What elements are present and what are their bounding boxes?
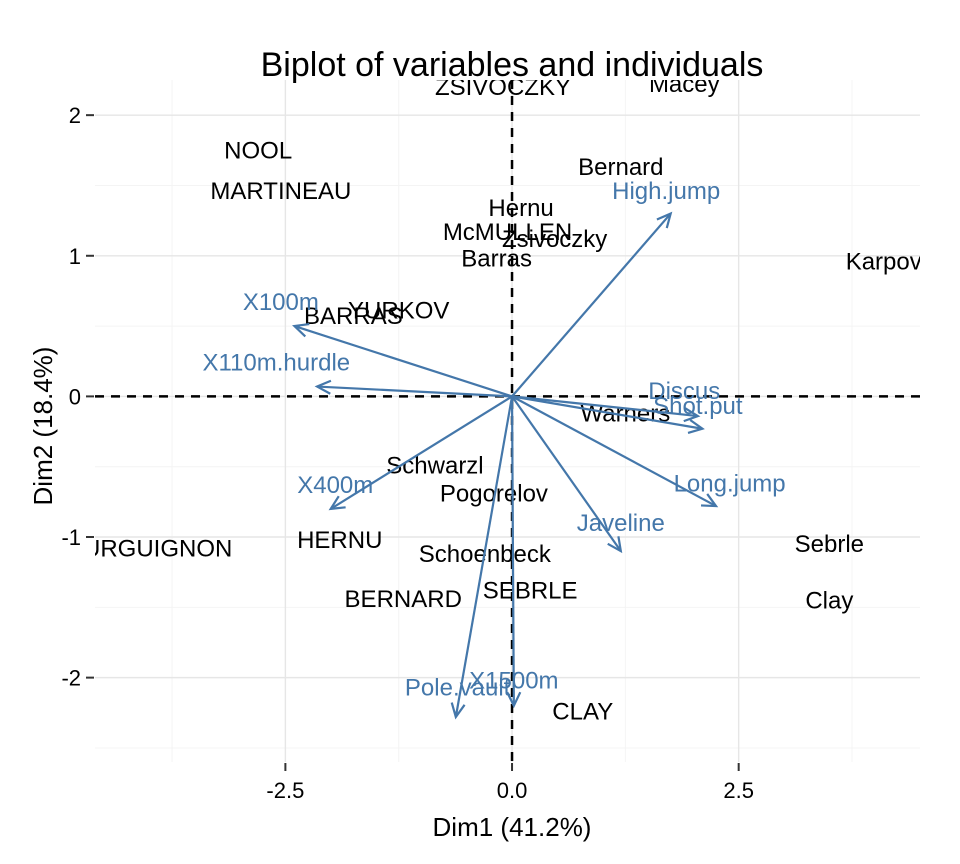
x-tick-label: -2.5 [266,778,304,803]
variable-arrow-head [506,691,522,709]
variable-label: X100m [243,289,319,316]
y-tick-label: -1 [61,525,81,550]
variable-arrow-shaft [511,395,622,552]
variables-layer: High.jump X100m X110m.hurdle DiscusShot.put… [202,178,786,720]
variable-arrow-shaft [510,396,515,706]
variable-label: Pole.vault [405,674,511,701]
individual-label: BOURGUIGNON [48,535,232,562]
y-tick-label: 0 [69,384,81,409]
variable-arrow-shaft [511,212,672,398]
individual-label: BERNARD [345,586,462,613]
individual-label: Clay [805,587,853,614]
variable-arrow-shaft [454,396,514,718]
individual-label: HERNU [297,527,382,554]
variable-label: Long.jump [674,471,786,498]
x-axis-label: Dim1 (41.2%) [433,812,592,842]
variable-label: X1500m [469,667,558,694]
individual-label: MARTINEAU [210,178,351,205]
variable-arrow-head [328,495,346,511]
individual-label: Sebrle [795,531,864,558]
x-tick-label: 2.5 [723,778,754,803]
individual-label: McMULLEN [443,219,572,246]
variable-arrow-head [450,702,466,720]
individual-label: ZSIVOCZKY [435,74,571,101]
individuals-layer: ZSIVOCZKY Macey NOOL MARTINEAU Bernard HernuM… [48,71,922,725]
individual-label: Bernard [578,154,663,181]
variable-arrow-head [292,322,310,338]
y-tick-label: 2 [69,103,81,128]
individual-label: BARRAS [304,303,403,330]
variable-arrow-shaft [330,395,513,510]
variable-label: Shot.put [653,393,743,420]
individual-label: NOOL [224,137,292,164]
variable-arrow-shaft [511,395,699,418]
variable-arrow-shaft [511,395,703,430]
variable-arrow-head [683,407,701,423]
variable-label: X400m [297,472,373,499]
variable-arrow-head [314,379,332,395]
variable-arrow-shaft [294,325,513,398]
individual-label: Schwarzl [386,452,483,479]
individual-label: YURKOV [348,298,449,325]
y-axis-label: Dim2 (18.4%) [28,347,58,506]
variable-label: X110m.hurdle [202,350,350,377]
variable-arrow-head [700,493,719,508]
variable-arrow-head [607,536,623,554]
individual-label: Barras [461,246,532,273]
y-tick-label: -2 [61,666,81,691]
x-tick-label: 0.0 [497,778,528,803]
individual-label: SEBRLE [483,577,578,604]
variable-arrow-shaft [511,395,717,508]
variable-label: Javeline [577,510,665,537]
variable-arrow-head [656,211,673,229]
y-tick-label: 1 [69,244,81,269]
axes: -2 -1 0 1 2 -2.5 0.0 2.5 [61,103,754,803]
variable-arrow-shaft [317,385,513,398]
variable-label: High.jump [612,178,720,205]
individual-label: Zsivoczky [502,226,607,253]
individual-label: Hernu [488,195,553,222]
variable-label: Discus [648,378,720,405]
individual-label: CLAY [552,698,613,725]
chart-title: Biplot of variables and individuals [261,46,764,84]
variable-arrow-head [687,419,705,434]
individual-label: Macey [649,71,720,98]
individual-label: Karpov [846,248,922,275]
